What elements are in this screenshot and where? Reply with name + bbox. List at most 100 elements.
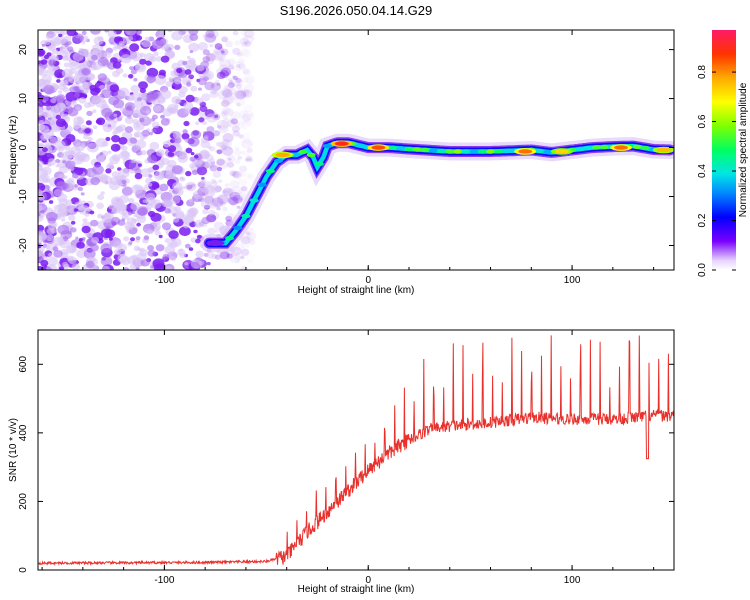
noise-blob — [241, 139, 253, 149]
noise-blob — [99, 93, 104, 98]
noise-blob — [223, 145, 231, 151]
noise-blob — [204, 184, 215, 193]
y-tick-label: -10 — [18, 189, 29, 204]
noise-blob — [49, 118, 57, 124]
noise-blob — [228, 196, 239, 206]
noise-blob — [195, 238, 201, 244]
noise-blob — [227, 188, 236, 195]
noise-blob — [38, 107, 44, 116]
noise-blob — [243, 126, 247, 130]
noise-blob — [111, 135, 121, 143]
noise-blob — [182, 214, 194, 224]
noise-blob — [124, 221, 135, 231]
noise-blob — [83, 248, 96, 259]
noise-blob — [47, 44, 57, 52]
noise-blob — [147, 167, 154, 173]
noise-blob — [184, 262, 189, 266]
noise-blob — [59, 79, 68, 87]
noise-blob — [189, 198, 194, 203]
noise-blob — [127, 211, 133, 216]
spectrogram-x-ticks: -100 0 100 — [41, 30, 655, 286]
noise-blob — [58, 165, 69, 174]
noise-blob — [62, 261, 69, 268]
noise-blob — [40, 259, 49, 267]
noise-blob — [75, 74, 87, 85]
noise-blob — [236, 205, 241, 209]
noise-blob — [212, 180, 218, 186]
noise-blob — [104, 30, 110, 33]
noise-blob — [220, 48, 229, 56]
noise-blob — [220, 144, 227, 151]
ridge-cell — [469, 149, 479, 154]
noise-blob — [121, 179, 127, 185]
noise-blob — [235, 121, 245, 130]
noise-blob — [97, 80, 101, 84]
noise-blob — [240, 89, 250, 97]
noise-blob — [202, 56, 211, 63]
noise-blob — [52, 33, 57, 37]
noise-blob — [197, 77, 207, 86]
noise-blob — [141, 129, 150, 137]
noise-blob — [210, 82, 222, 91]
noise-blob — [131, 254, 139, 261]
noise-blob — [193, 229, 198, 234]
noise-blob — [153, 105, 162, 112]
noise-blob — [112, 46, 118, 51]
noise-blob — [227, 58, 236, 66]
noise-blob — [228, 117, 234, 122]
noise-blob — [210, 87, 218, 94]
noise-blob — [149, 55, 157, 63]
noise-blob — [182, 186, 186, 190]
noise-blob — [246, 78, 253, 84]
noise-blob — [197, 186, 209, 197]
noise-blob — [100, 191, 105, 196]
noise-blob — [243, 132, 252, 139]
noise-blob — [87, 136, 93, 142]
noise-blob — [227, 82, 235, 88]
ridge-cell — [241, 213, 251, 219]
y-tick-label: 0 — [18, 567, 29, 573]
noise-blob — [232, 170, 242, 179]
noise-blob — [186, 64, 192, 69]
noise-blob — [241, 41, 248, 48]
noise-blob — [239, 37, 249, 45]
noise-blob — [183, 101, 194, 111]
ridge-cell — [445, 149, 455, 154]
noise-blob — [217, 251, 222, 255]
noise-blob — [105, 136, 111, 142]
noise-blob — [203, 76, 209, 81]
noise-blob — [76, 116, 82, 121]
noise-blob — [149, 265, 155, 269]
noise-blob — [124, 102, 136, 111]
noise-blob — [165, 266, 172, 270]
noise-blob — [221, 138, 230, 146]
noise-blob — [77, 186, 84, 192]
noise-blob — [109, 84, 120, 93]
noise-blob — [196, 166, 208, 176]
ridge-cell — [298, 149, 308, 155]
noise-blob — [235, 242, 245, 251]
noise-blob — [227, 87, 237, 95]
noise-blob — [113, 113, 118, 118]
noise-blob — [136, 222, 141, 227]
noise-blob — [147, 154, 157, 164]
noise-blob — [240, 172, 247, 177]
noise-blob — [103, 51, 112, 59]
noise-blob — [120, 54, 132, 64]
noise-blob — [226, 154, 236, 163]
noise-blob — [206, 214, 217, 223]
colorbar: 0.0 0.2 0.4 0.6 0.8 Normalized spectral ampl… — [697, 30, 749, 277]
noise-blob — [242, 68, 251, 76]
noise-blob — [115, 125, 123, 132]
noise-blob — [174, 44, 181, 51]
ridge-cell — [249, 198, 259, 203]
noise-blob — [209, 158, 215, 164]
noise-blob — [81, 225, 91, 234]
noise-blob — [229, 80, 234, 84]
noise-blob — [202, 70, 214, 81]
noise-blob — [72, 33, 84, 43]
noise-blob — [232, 185, 244, 195]
noise-blob — [222, 133, 234, 143]
noise-blob — [202, 49, 210, 56]
